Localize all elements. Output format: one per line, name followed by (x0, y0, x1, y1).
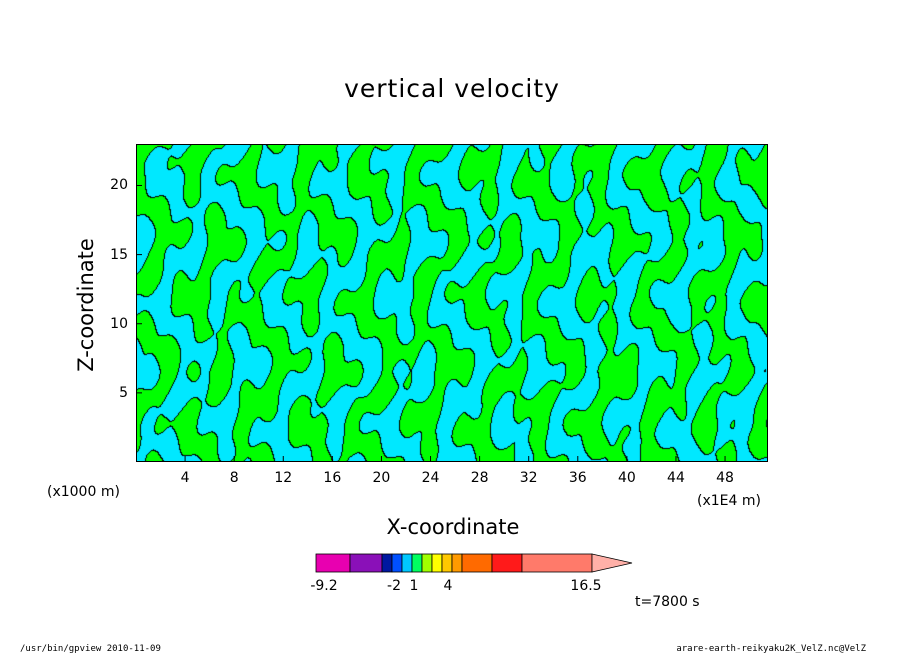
colorbar-segment (461, 553, 493, 573)
colorbar-tick-label: 16.5 (570, 578, 602, 594)
x-tick-label: 16 (323, 470, 342, 486)
colorbar-tick-label: -2 (387, 578, 401, 594)
x-tick-label: 32 (519, 470, 538, 486)
colorbar-segment (451, 553, 463, 573)
x-tick-label: 24 (421, 470, 440, 486)
x-tick-label: 36 (568, 470, 587, 486)
colorbar-segment (381, 553, 393, 573)
colorbar-segment (421, 553, 433, 573)
plot-area (136, 144, 768, 462)
y-axis-unit: (x1000 m) (47, 484, 120, 500)
x-tick-label: 8 (229, 470, 239, 486)
x-tick-label: 12 (274, 470, 293, 486)
colorbar-segment (431, 553, 443, 573)
x-tick-label: 20 (372, 470, 391, 486)
x-axis-unit: (x1E4 m) (697, 493, 761, 509)
x-tick-label: 44 (667, 470, 685, 486)
footer-left: /usr/bin/gpview 2010-11-09 (20, 644, 161, 654)
x-tick-label: 48 (716, 470, 734, 486)
y-tick-label: 20 (110, 177, 128, 194)
footer-right: arare-earth-reikyaku2K_VelZ.nc@VelZ (676, 644, 866, 654)
x-axis-label: X-coordinate (386, 515, 520, 539)
colorbar-segment (391, 553, 403, 573)
colorbar-segment (401, 553, 413, 573)
colorbar-tick-label: 1 (409, 578, 419, 594)
colorbar-tick-label: 4 (443, 578, 453, 594)
colorbar-extend-arrow (591, 553, 633, 573)
colorbar-tick-label: -9.2 (310, 578, 338, 594)
colorbar-segment (491, 553, 523, 573)
colorbar-segment (441, 553, 453, 573)
x-tick-label: 4 (180, 470, 190, 486)
colorbar-segment (411, 553, 423, 573)
time-label: t=7800 s (635, 594, 700, 610)
y-tick-label: 5 (119, 384, 128, 401)
x-tick-label: 40 (617, 470, 636, 486)
y-tick-label: 10 (110, 315, 128, 332)
y-tick-label: 15 (110, 246, 128, 263)
chart-title: vertical velocity (344, 74, 560, 103)
colorbar-segment (349, 553, 383, 573)
colorbar-segment (315, 553, 351, 573)
contour-field (136, 144, 768, 462)
x-tick-label: 28 (470, 470, 489, 486)
colorbar-segment (521, 553, 593, 573)
